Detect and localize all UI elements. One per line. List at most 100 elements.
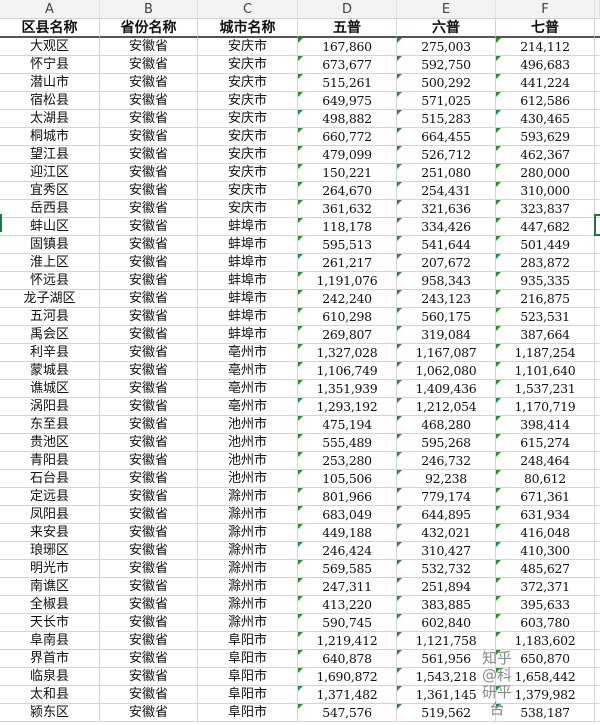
cell-census6[interactable]: 519,562 [397,704,496,722]
cell-province[interactable]: 安徽省 [100,146,198,164]
cell-city[interactable]: 蚌埠市 [198,236,298,254]
cell-province[interactable]: 安徽省 [100,110,198,128]
cell-census7[interactable]: 283,872 [496,254,595,272]
cell-province[interactable]: 安徽省 [100,578,198,596]
cell-census7[interactable]: 935,335 [496,272,595,290]
cell-census5[interactable]: 253,280 [298,452,397,470]
cell-census5[interactable]: 673,677 [298,56,397,74]
cell-census7[interactable]: 1,187,254 [496,344,595,362]
cell-census6[interactable]: 592,750 [397,56,496,74]
cell-province[interactable]: 安徽省 [100,290,198,308]
cell-district[interactable]: 大观区 [0,38,100,56]
cell-census5[interactable]: 1,690,872 [298,668,397,686]
empty-cell[interactable] [595,0,600,19]
empty-cell[interactable] [595,686,600,704]
cell-district[interactable]: 太和县 [0,686,100,704]
cell-city[interactable]: 滁州市 [198,614,298,632]
cell-city[interactable]: 安庆市 [198,110,298,128]
cell-district[interactable]: 石台县 [0,470,100,488]
cell-province[interactable]: 安徽省 [100,56,198,74]
cell-city[interactable]: 阜阳市 [198,650,298,668]
empty-cell[interactable] [595,146,600,164]
cell-city[interactable]: 滁州市 [198,560,298,578]
empty-cell[interactable] [595,308,600,326]
cell-census6[interactable]: 561,956 [397,650,496,668]
empty-cell[interactable] [595,380,600,398]
empty-cell[interactable] [595,434,600,452]
cell-city[interactable]: 安庆市 [198,200,298,218]
cell-city[interactable]: 蚌埠市 [198,254,298,272]
cell-census6[interactable]: 526,712 [397,146,496,164]
cell-census7[interactable]: 280,000 [496,164,595,182]
cell-census6[interactable]: 92,238 [397,470,496,488]
cell-census6[interactable]: 515,283 [397,110,496,128]
cell-district[interactable]: 琅琊区 [0,542,100,560]
cell-district[interactable]: 涡阳县 [0,398,100,416]
cell-city[interactable]: 蚌埠市 [198,290,298,308]
cell-province[interactable]: 安徽省 [100,686,198,704]
cell-city[interactable]: 滁州市 [198,506,298,524]
selected-cell-indicator[interactable] [594,214,600,236]
cell-district[interactable]: 界首市 [0,650,100,668]
cell-census6[interactable]: 541,644 [397,236,496,254]
cell-province[interactable]: 安徽省 [100,596,198,614]
empty-cell[interactable] [595,326,600,344]
cell-census7[interactable]: 650,870 [496,650,595,668]
cell-district[interactable]: 定远县 [0,488,100,506]
cell-province[interactable]: 安徽省 [100,488,198,506]
cell-province[interactable]: 安徽省 [100,524,198,542]
empty-cell[interactable] [595,650,600,668]
cell-census5[interactable]: 261,217 [298,254,397,272]
cell-city[interactable]: 安庆市 [198,92,298,110]
cell-province[interactable]: 安徽省 [100,38,198,56]
empty-cell[interactable] [595,92,600,110]
cell-census5[interactable]: 475,194 [298,416,397,434]
cell-census7[interactable]: 671,361 [496,488,595,506]
cell-province[interactable]: 安徽省 [100,128,198,146]
cell-district[interactable]: 天长市 [0,614,100,632]
empty-cell[interactable] [595,182,600,200]
empty-cell[interactable] [595,74,600,92]
empty-cell[interactable] [595,362,600,380]
cell-census6[interactable]: 207,672 [397,254,496,272]
cell-census5[interactable]: 1,191,076 [298,272,397,290]
cell-census6[interactable]: 500,292 [397,74,496,92]
cell-province[interactable]: 安徽省 [100,434,198,452]
cell-census6[interactable]: 571,025 [397,92,496,110]
empty-cell[interactable] [595,398,600,416]
empty-cell[interactable] [595,200,600,218]
cell-district[interactable]: 南谯区 [0,578,100,596]
cell-census5[interactable]: 498,882 [298,110,397,128]
cell-census7[interactable]: 1,170,719 [496,398,595,416]
cell-census7[interactable]: 387,664 [496,326,595,344]
cell-province[interactable]: 安徽省 [100,362,198,380]
cell-province[interactable]: 安徽省 [100,452,198,470]
cell-city[interactable]: 蚌埠市 [198,218,298,236]
cell-district[interactable]: 阜南县 [0,632,100,650]
cell-census6[interactable]: 1,121,758 [397,632,496,650]
cell-census5[interactable]: 1,219,412 [298,632,397,650]
cell-census6[interactable]: 1,409,436 [397,380,496,398]
cell-census6[interactable]: 334,426 [397,218,496,236]
cell-province[interactable]: 安徽省 [100,218,198,236]
cell-census6[interactable]: 532,732 [397,560,496,578]
cell-census6[interactable]: 275,003 [397,38,496,56]
column-letter-F[interactable]: F [496,0,595,19]
cell-province[interactable]: 安徽省 [100,542,198,560]
cell-city[interactable]: 亳州市 [198,398,298,416]
cell-city[interactable]: 阜阳市 [198,704,298,722]
cell-census7[interactable]: 501,449 [496,236,595,254]
cell-census7[interactable]: 1,658,442 [496,668,595,686]
cell-district[interactable]: 龙子湖区 [0,290,100,308]
cell-census7[interactable]: 593,629 [496,128,595,146]
empty-cell[interactable] [595,542,600,560]
cell-census5[interactable]: 610,298 [298,308,397,326]
cell-district[interactable]: 固镇县 [0,236,100,254]
cell-census7[interactable]: 496,683 [496,56,595,74]
cell-census7[interactable]: 462,367 [496,146,595,164]
cell-census7[interactable]: 398,414 [496,416,595,434]
cell-city[interactable]: 池州市 [198,434,298,452]
cell-province[interactable]: 安徽省 [100,380,198,398]
cell-district[interactable]: 五河县 [0,308,100,326]
cell-city[interactable]: 阜阳市 [198,668,298,686]
